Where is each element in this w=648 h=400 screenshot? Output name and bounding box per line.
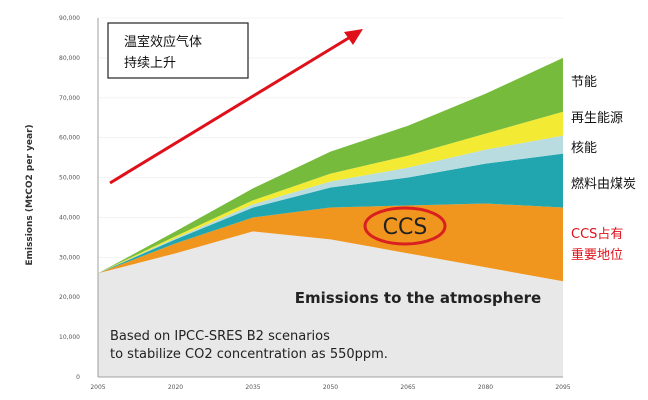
- trend-arrow-head: [344, 29, 363, 45]
- x-tick-label: 2050: [323, 384, 338, 391]
- legend-efficiency: 节能: [571, 75, 597, 90]
- stacked-areas: [98, 57, 563, 377]
- x-tick-label: 2095: [555, 384, 570, 391]
- annotation-box: [107, 22, 249, 79]
- y-axis-label: Emissions (MtCO2 per year): [25, 124, 35, 265]
- area-nuclear: [98, 135, 563, 274]
- y-tick-label: 80,000: [59, 55, 80, 62]
- y-tick-label: 20,000: [59, 294, 80, 301]
- legend-ccs-line-2: 重要地位: [571, 247, 623, 263]
- atmosphere-label: Emissions to the atmosphere: [295, 289, 541, 307]
- y-tick-label: 0: [76, 374, 80, 381]
- note-line-1: Based on IPCC-SRES B2 scenarios: [110, 329, 330, 344]
- x-tick-label: 2035: [245, 384, 260, 391]
- y-tick-label: 60,000: [59, 135, 80, 142]
- area-efficiency: [98, 57, 563, 274]
- y-tick-label: 90,000: [59, 15, 80, 22]
- area-ccs: [98, 203, 563, 282]
- x-tick-labels: 2005 2020 2035 2050 2065 2080 2095: [90, 384, 570, 391]
- area-renewable: [98, 111, 563, 274]
- annotation-line-2: 持续上升: [124, 56, 176, 71]
- area-coal-fuel: [98, 153, 563, 274]
- note-line-2: to stabilize CO2 concentration as 550ppm…: [110, 347, 388, 362]
- y-tick-label: 40,000: [59, 214, 80, 221]
- x-tick-label: 2065: [400, 384, 415, 391]
- y-tick-labels: 90,000 80,000 70,000 60,000 50,000 40,000 30,0…: [59, 15, 80, 381]
- y-tick-label: 70,000: [59, 95, 80, 102]
- x-tick-label: 2005: [90, 384, 105, 391]
- area-atmosphere: [98, 231, 563, 377]
- legend-coal: 燃料由煤炭: [571, 176, 636, 192]
- y-tick-label: 30,000: [59, 254, 80, 261]
- ccs-ellipse: [363, 206, 447, 246]
- axes: [97, 18, 563, 378]
- legend-nuclear: 核能: [571, 141, 597, 156]
- trend-arrow-line: [109, 34, 353, 185]
- ccs-label: CCS: [383, 215, 428, 240]
- annotation-line-1: 温室效应气体: [124, 34, 202, 50]
- y-tick-label: 10,000: [59, 334, 80, 341]
- legend-ccs-line-1: CCS占有: [571, 227, 623, 242]
- x-tick-label: 2080: [478, 384, 493, 391]
- legend-renewable: 再生能源: [571, 111, 623, 126]
- x-tick-label: 2020: [168, 384, 183, 391]
- y-tick-label: 50,000: [59, 175, 80, 182]
